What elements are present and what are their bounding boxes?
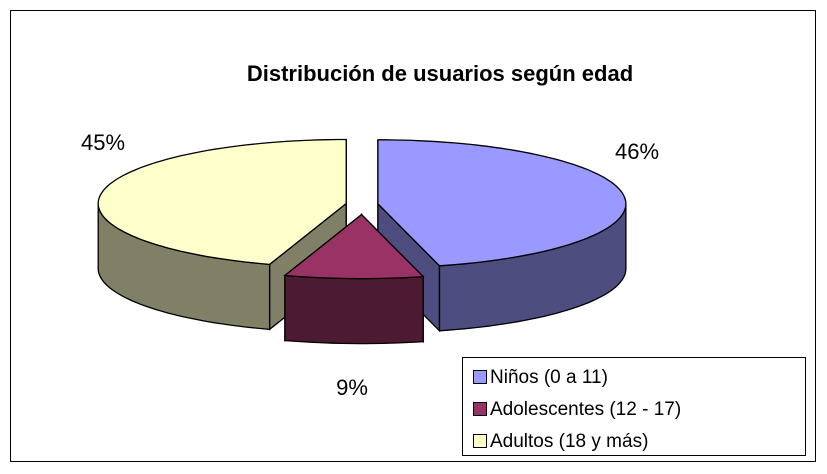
data-label: 46% [615,139,659,164]
data-label: 45% [81,130,125,155]
data-label: 9% [336,375,368,400]
pie-slice [283,213,425,345]
legend-label: Adultos (18 y más) [490,431,648,452]
legend-label: Adolescentes (12 - 17) [490,399,681,420]
legend-swatch [473,370,487,384]
legend-label: Niños (0 a 11) [490,367,608,388]
legend-swatch [473,402,487,416]
slice-top [283,213,425,280]
legend-box [462,357,806,456]
chart-title: Distribución de usuarios según edad [247,61,633,86]
slice-top [377,139,627,267]
slice-side [284,274,424,345]
slice-top [97,138,347,266]
legend-swatch [473,434,487,448]
